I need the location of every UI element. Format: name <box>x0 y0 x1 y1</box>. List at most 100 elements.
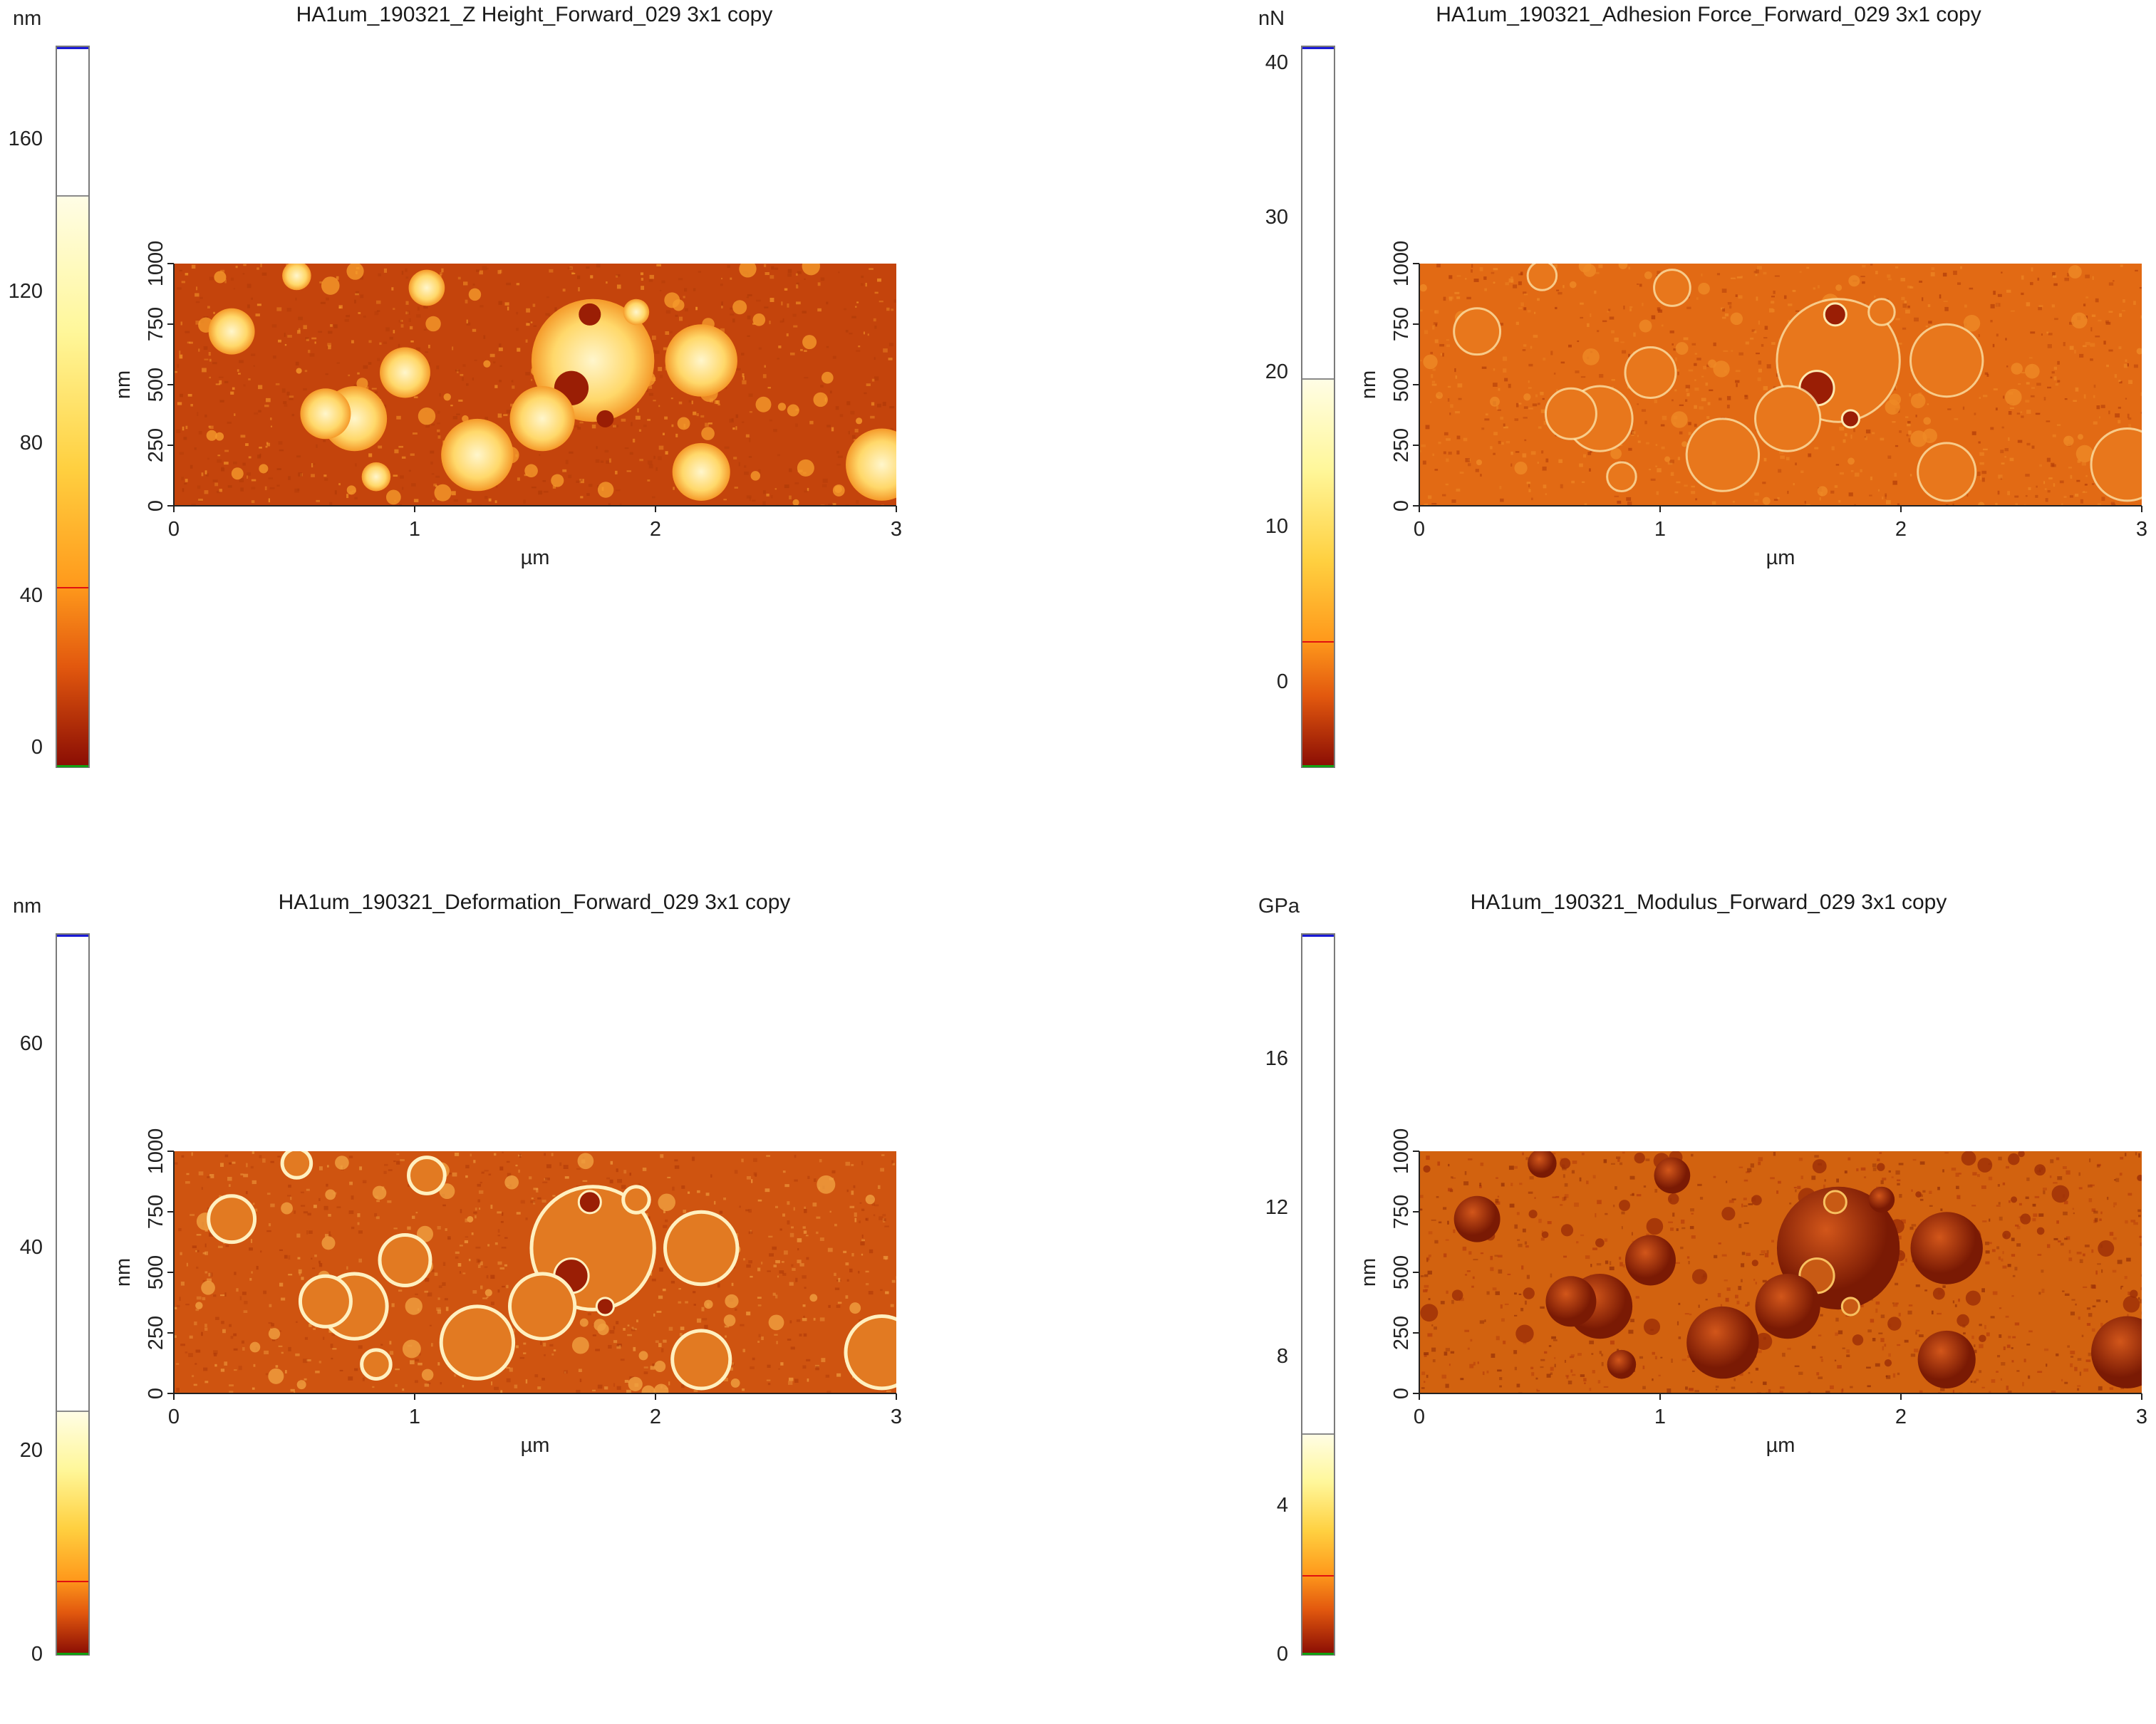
noise-speckle <box>838 271 840 274</box>
colorbar-upper-handle[interactable] <box>57 1411 88 1413</box>
noise-speckle <box>1838 1330 1843 1334</box>
noise-speckle <box>769 321 771 325</box>
noise-speckle <box>176 429 181 433</box>
noise-speckle <box>647 479 651 482</box>
noise-speckle <box>2046 1244 2051 1248</box>
noise-speckle <box>243 1173 249 1178</box>
noise-speckle <box>2006 365 2009 368</box>
small-particle <box>1528 1210 1538 1219</box>
noise-speckle <box>249 1247 253 1251</box>
noise-speckle <box>1493 383 1498 387</box>
noise-speckle <box>1963 1332 1966 1335</box>
colorbar-max-marker[interactable] <box>1302 935 1334 937</box>
small-particle <box>421 1369 434 1381</box>
noise-speckle <box>328 345 331 350</box>
noise-speckle <box>549 269 554 273</box>
noise-speckle <box>331 1357 333 1360</box>
colorbar-max-marker[interactable] <box>57 935 88 937</box>
noise-speckle <box>1422 460 1426 465</box>
noise-speckle <box>394 449 399 454</box>
noise-speckle <box>2044 488 2047 490</box>
noise-speckle <box>323 440 326 442</box>
noise-speckle <box>301 1277 304 1280</box>
noise-speckle <box>772 1246 777 1250</box>
noise-speckle <box>224 1361 228 1366</box>
noise-speckle <box>2047 386 2051 389</box>
noise-speckle <box>787 1339 792 1341</box>
noise-speckle <box>2033 1213 2038 1217</box>
noise-speckle <box>874 357 876 360</box>
noise-speckle <box>1455 411 1460 414</box>
colorbar-lower-handle[interactable] <box>1302 640 1334 643</box>
noise-speckle <box>2056 1220 2059 1224</box>
noise-speckle <box>2045 498 2048 502</box>
noise-speckle <box>1745 1304 1748 1307</box>
noise-speckle <box>600 460 604 463</box>
noise-speckle <box>209 425 214 429</box>
noise-speckle <box>659 1267 663 1272</box>
noise-speckle <box>1597 330 1600 333</box>
noise-speckle <box>318 1198 321 1201</box>
noise-speckle <box>1602 320 1607 323</box>
noise-speckle <box>854 439 858 441</box>
noise-speckle <box>385 327 390 332</box>
noise-speckle <box>228 1184 231 1187</box>
noise-speckle <box>822 478 828 483</box>
noise-speckle <box>1738 352 1743 355</box>
noise-speckle <box>539 454 541 456</box>
noise-speckle <box>1532 403 1538 407</box>
colorbar-min-marker[interactable] <box>1302 765 1334 767</box>
small-particle <box>1721 1207 1736 1221</box>
noise-speckle <box>1989 1391 1991 1393</box>
colorbar-min-marker[interactable] <box>1302 1653 1334 1655</box>
colorbar-min-marker[interactable] <box>57 1653 88 1655</box>
noise-speckle <box>316 499 320 502</box>
noise-speckle <box>1899 430 1902 433</box>
noise-speckle <box>209 276 214 281</box>
noise-speckle <box>724 1325 730 1328</box>
noise-speckle <box>2073 400 2077 403</box>
colorbar-max-marker[interactable] <box>1302 47 1334 49</box>
noise-speckle <box>1678 1302 1681 1305</box>
noise-speckle <box>294 488 300 493</box>
colorbar-lower-handle[interactable] <box>1302 1575 1334 1577</box>
noise-speckle <box>2038 1213 2044 1217</box>
noise-speckle <box>2093 1210 2098 1214</box>
particle <box>1528 1151 1557 1178</box>
noise-speckle <box>1824 1179 1826 1182</box>
noise-speckle <box>198 348 200 352</box>
noise-speckle <box>2048 477 2053 479</box>
y-tick-label: 1000 <box>145 1128 167 1175</box>
colorbar-max-marker[interactable] <box>57 47 88 49</box>
noise-speckle <box>1990 303 1995 308</box>
noise-speckle <box>1667 462 1673 465</box>
noise-speckle <box>303 1211 309 1214</box>
noise-speckle <box>509 1367 513 1372</box>
noise-speckle <box>1846 1349 1850 1354</box>
noise-speckle <box>2009 407 2014 409</box>
colorbar-lower-handle[interactable] <box>57 586 88 588</box>
noise-speckle <box>195 1308 199 1312</box>
noise-speckle <box>606 281 608 284</box>
noise-speckle <box>2046 420 2051 422</box>
noise-speckle <box>377 358 380 361</box>
noise-speckle <box>270 1203 275 1208</box>
noise-speckle <box>1908 438 1911 442</box>
colorbar-upper-handle[interactable] <box>1302 1433 1334 1435</box>
noise-speckle <box>203 1367 208 1371</box>
colorbar-upper-handle[interactable] <box>57 195 88 197</box>
colorbar-upper-handle[interactable] <box>1302 378 1334 380</box>
noise-speckle <box>1808 453 1812 457</box>
noise-speckle <box>185 479 188 482</box>
colorbar-lower-handle[interactable] <box>57 1580 88 1582</box>
noise-speckle <box>1957 282 1961 285</box>
noise-speckle <box>2071 1299 2075 1301</box>
colorbar-min-marker[interactable] <box>57 765 88 767</box>
noise-speckle <box>803 1333 807 1337</box>
noise-speckle <box>517 477 520 481</box>
noise-speckle <box>1431 503 1437 505</box>
noise-speckle <box>1524 1300 1527 1305</box>
noise-speckle <box>696 1318 702 1323</box>
noise-speckle <box>816 1231 819 1235</box>
noise-speckle <box>553 1349 556 1351</box>
